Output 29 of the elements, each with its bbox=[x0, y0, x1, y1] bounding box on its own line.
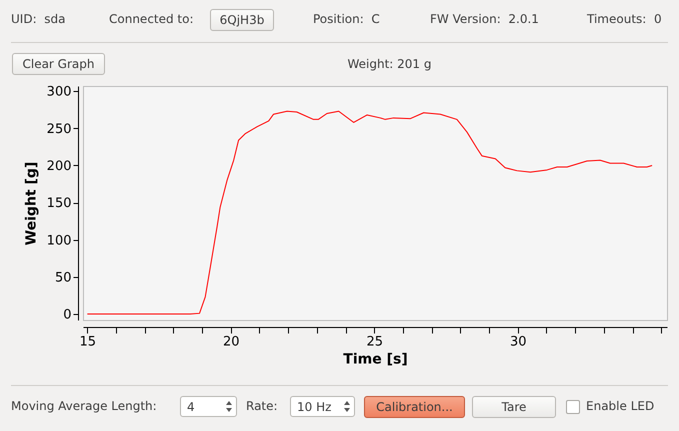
text: 10 Hz bbox=[297, 400, 332, 414]
y-tick-label: 150 bbox=[46, 196, 72, 212]
text: UID: sda bbox=[11, 12, 66, 26]
y-tick-label: 100 bbox=[46, 233, 72, 248]
text: Tare bbox=[472, 396, 556, 418]
x-tick-label: 30 bbox=[510, 334, 527, 350]
x-tick-label: 25 bbox=[366, 334, 384, 350]
text: 4 bbox=[187, 400, 195, 414]
x-tick-label: 20 bbox=[223, 334, 240, 350]
line-series bbox=[86, 110, 653, 315]
y-tick-label: 300 bbox=[46, 84, 72, 100]
x-tick-label: 15 bbox=[80, 334, 96, 350]
text: Enable LED bbox=[586, 399, 654, 413]
text: Clear Graph bbox=[12, 53, 105, 75]
y-tick-label: 50 bbox=[54, 270, 72, 286]
chart-subtitle: Weight: 201 g bbox=[348, 57, 432, 71]
y-tick-label: 0 bbox=[63, 308, 72, 323]
text: Position: C bbox=[313, 12, 380, 26]
text: Connected to: bbox=[109, 12, 194, 26]
y-tick-label: 250 bbox=[46, 122, 72, 137]
text: FW Version: 2.0.1 bbox=[430, 12, 539, 26]
y-axis-title: Weight [g] bbox=[24, 162, 40, 246]
text: 6QjH3b bbox=[210, 9, 274, 31]
text: Timeouts: 0 bbox=[587, 12, 662, 26]
text: Rate: bbox=[246, 399, 278, 413]
y-tick-label: 200 bbox=[46, 158, 72, 174]
x-axis-title: Time [s] bbox=[343, 352, 408, 368]
text: Calibration... bbox=[364, 396, 465, 418]
text: Moving Average Length: bbox=[11, 399, 157, 413]
